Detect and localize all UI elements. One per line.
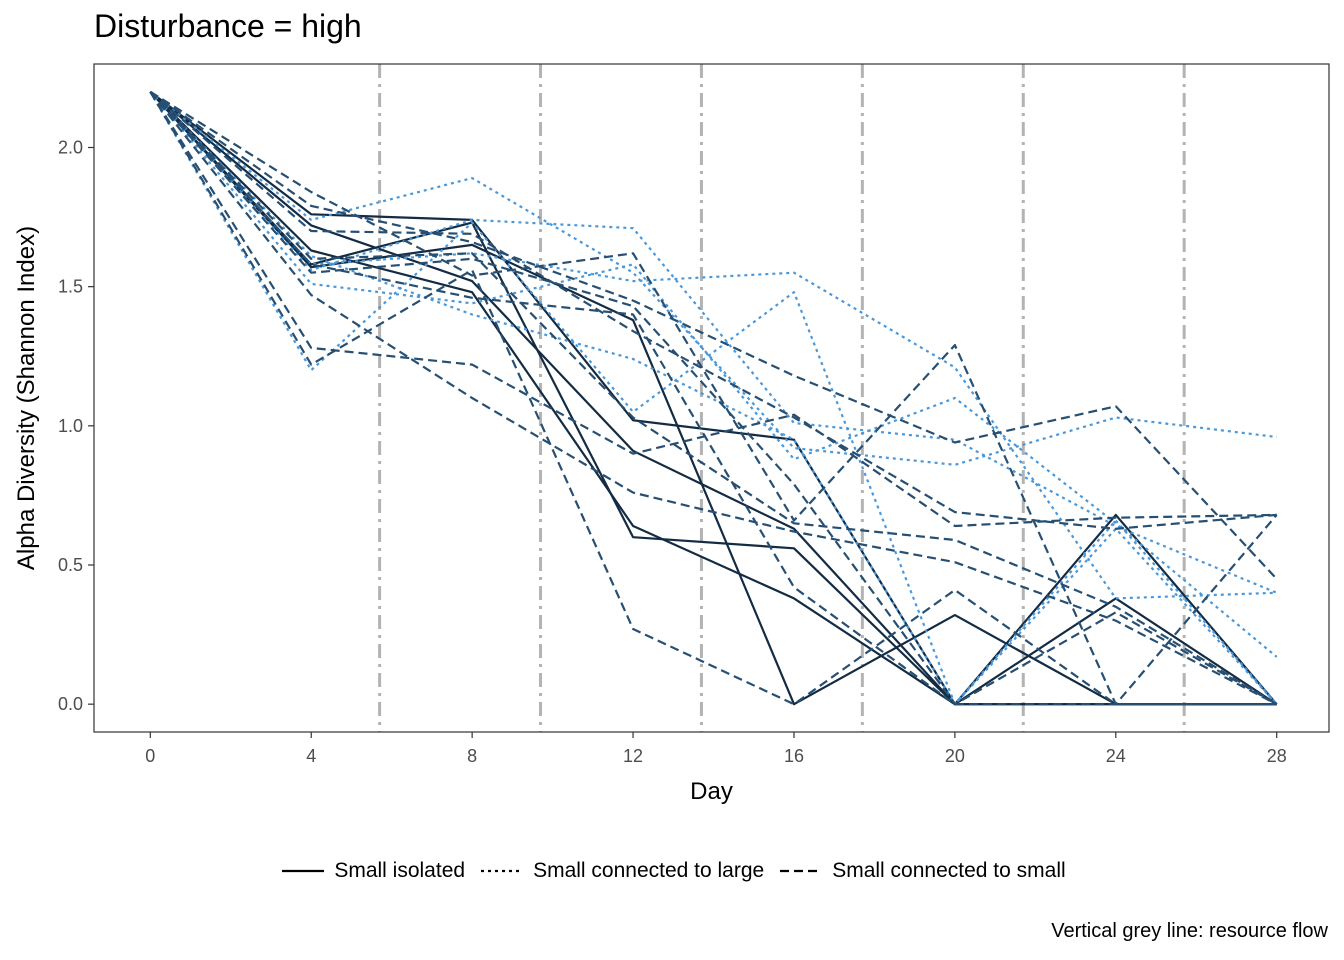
- x-tick-label-24: 24: [1106, 746, 1126, 766]
- legend-key-1: [477, 856, 527, 886]
- legend-item-1: Small connected to large: [477, 856, 764, 886]
- y-tick-label-1.5: 1.5: [58, 277, 83, 297]
- chart-title: Disturbance = high: [94, 8, 362, 44]
- y-tick-label-2.0: 2.0: [58, 138, 83, 158]
- x-axis-label: Day: [690, 778, 733, 805]
- legend-item-2: Small connected to small: [776, 856, 1066, 886]
- x-tick-label-4: 4: [306, 746, 316, 766]
- resource-flow-lines: [378, 64, 1186, 732]
- axes: 0 4 8 12 16 20 24 28 0.0 0.5 1.0 1.5 2.0: [58, 138, 1287, 767]
- legend-label-2: Small connected to small: [832, 859, 1066, 882]
- x-tick-label-8: 8: [467, 746, 477, 766]
- x-tick-label-20: 20: [945, 746, 965, 766]
- legend-item-0: Small isolated: [278, 856, 465, 886]
- series-line-2: [149, 91, 1278, 706]
- legend-key-2: [776, 856, 826, 886]
- plot-panel-border: [93, 63, 1330, 733]
- series-line-14: [149, 91, 1277, 528]
- chart-caption: Vertical grey line: resource flow: [1051, 920, 1328, 942]
- series-line-4: [149, 91, 1277, 706]
- series-line-10: [149, 91, 1278, 706]
- line-chart: 0 4 8 12 16 20 24 28 0.0 0.5 1.0 1.5 2.0 Day Alpha D…: [13, 63, 1330, 805]
- y-tick-label-1.0: 1.0: [58, 416, 83, 436]
- series-line-18: [149, 91, 1277, 706]
- series-line-1: [149, 90, 1277, 706]
- x-tick-label-12: 12: [623, 746, 643, 766]
- series-line-12: [149, 90, 1278, 580]
- series-line-15: [149, 91, 1277, 706]
- x-tick-label-16: 16: [784, 746, 804, 766]
- legend-key-0: [278, 856, 328, 886]
- series-line-3: [149, 91, 1278, 706]
- x-tick-label-28: 28: [1267, 746, 1287, 766]
- legend-label-1: Small connected to large: [533, 859, 765, 882]
- y-axis-label: Alpha Diversity (Shannon Index): [13, 226, 40, 570]
- series-line-9: [149, 91, 1278, 706]
- series-line-7: [149, 91, 1277, 600]
- series-line-11: [149, 90, 1278, 706]
- series-line-16: [149, 91, 1278, 706]
- legend: Small isolated Small connected to large Sm…: [0, 856, 1344, 886]
- series-line-19: [149, 91, 1278, 706]
- series-line-17: [149, 91, 1278, 706]
- y-tick-label-0.5: 0.5: [58, 555, 83, 575]
- series-lines: [149, 90, 1278, 706]
- y-tick-label-0.0: 0.0: [58, 694, 83, 714]
- series-line-13: [149, 90, 1277, 530]
- legend-label-0: Small isolated: [334, 859, 466, 882]
- series-line-8: [149, 91, 1278, 658]
- series-line-6: [149, 91, 1278, 594]
- series-line-0: [149, 90, 1277, 706]
- x-tick-label-0: 0: [145, 746, 155, 766]
